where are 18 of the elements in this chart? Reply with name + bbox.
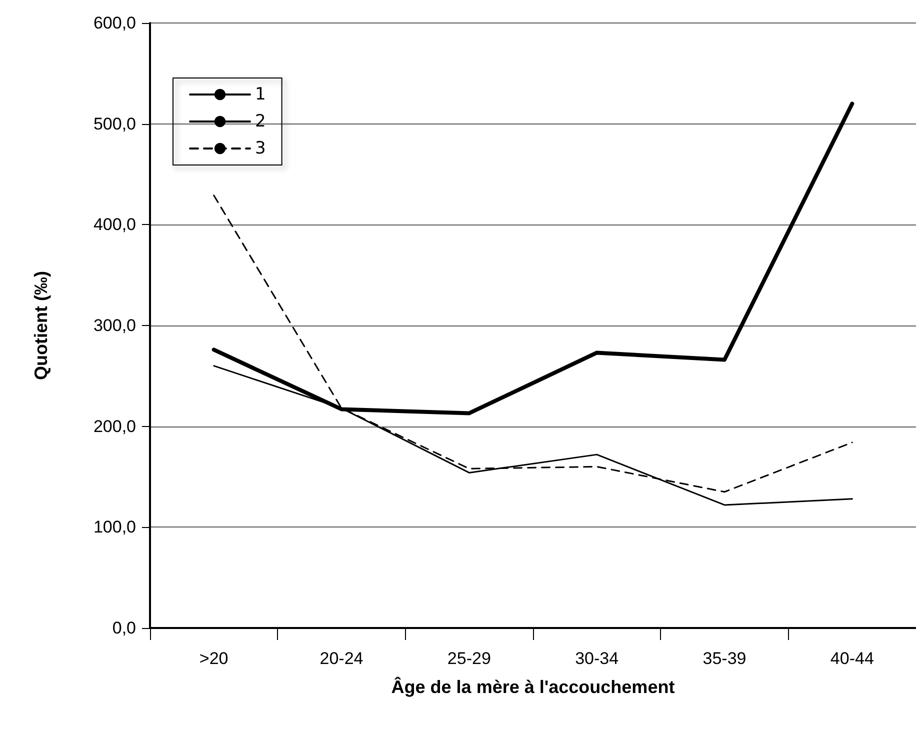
x-tick-label: >20 [199, 649, 228, 668]
y-tick-label: 500,0 [93, 114, 136, 134]
x-tick-label: 35-39 [702, 649, 746, 668]
y-tick-label: 0,0 [112, 618, 136, 638]
y-axis-title: Quotient (‰) [31, 271, 51, 380]
x-tick-label: 20-24 [320, 649, 364, 668]
x-axis-title: Âge de la mère à l'accouchement [391, 676, 675, 697]
x-tick-label: 25-29 [447, 649, 491, 668]
x-tick-label: 40-44 [830, 649, 874, 668]
legend-label: 1 [255, 84, 266, 104]
y-tick-label: 600,0 [93, 14, 136, 32]
x-tick-label: 30-34 [575, 649, 619, 668]
y-tick-label: 100,0 [93, 518, 136, 537]
legend-label: 3 [255, 138, 266, 158]
y-tick-label: 200,0 [93, 416, 136, 436]
legend-label: 2 [255, 112, 266, 132]
y-tick-label: 300,0 [93, 316, 136, 335]
y-tick-label: 400,0 [93, 215, 136, 234]
